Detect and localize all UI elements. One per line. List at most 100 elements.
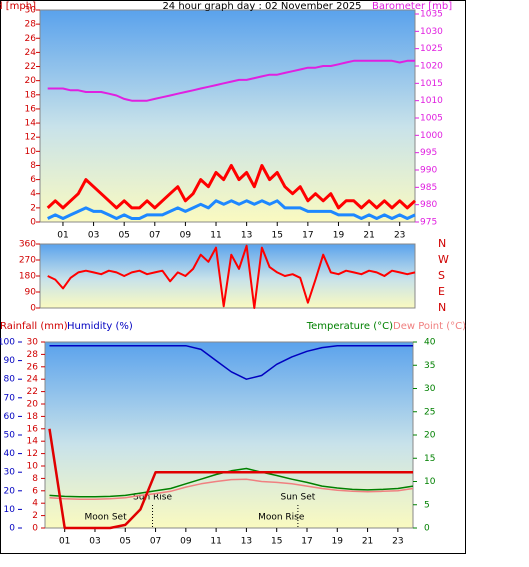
y-tick-label: 980: [420, 200, 437, 210]
y-tick-label: 1010: [420, 96, 443, 106]
y-tick-label: 90: [4, 356, 16, 366]
y-tick-label: 1020: [420, 62, 443, 72]
y-tick-label: 20: [4, 486, 16, 496]
x-tick-label: 07: [149, 231, 160, 241]
data-line: [49, 478, 414, 500]
y-tick-label: 28: [27, 350, 39, 360]
x-tick-label: 03: [88, 231, 99, 241]
y-tick-label: 80: [4, 375, 16, 385]
x-tick-label: 11: [210, 231, 221, 241]
y-tick-label: 30: [4, 468, 16, 478]
y-tick-label: 10: [424, 477, 436, 487]
y-tick-label: 40: [424, 338, 436, 348]
x-tick-label: 13: [241, 231, 252, 241]
annotation: Moon Set: [85, 513, 128, 523]
y-tick-label: 2: [32, 511, 38, 521]
x-tick-label: 21: [363, 231, 374, 241]
data-line: [46, 164, 417, 210]
y-tick-label: 50: [4, 431, 16, 441]
y-tick-label: 24: [27, 375, 39, 385]
axis-title: Rainfall (mm): [0, 321, 68, 332]
y-tick-label: 10: [25, 147, 37, 157]
y-tick-label: 60: [4, 412, 16, 422]
y-tick-label: 20: [424, 431, 436, 441]
y-tick-label: 990: [420, 166, 437, 176]
y-tick-label: 0: [30, 304, 36, 314]
data-line: [47, 244, 416, 309]
direction-label: W: [438, 253, 449, 266]
annotation: Sun Rise: [133, 493, 172, 503]
data-line: [49, 344, 413, 380]
y-tick-label: 5: [424, 500, 430, 510]
y-tick-label: 26: [27, 362, 39, 372]
y-tick-label: 20: [27, 400, 39, 410]
plot-area: [39, 9, 416, 223]
y-tick-label: 26: [25, 34, 37, 44]
y-tick-label: 4: [30, 189, 36, 199]
y-tick-label: 20: [25, 76, 37, 86]
x-tick-label: 23: [392, 537, 403, 547]
y-tick-label: 18: [25, 90, 37, 100]
y-tick-label: 0: [424, 524, 430, 534]
data-line: [47, 59, 415, 102]
y-tick-label: 6: [32, 486, 38, 496]
y-tick-label: 12: [27, 449, 38, 459]
y-tick-label: 975: [420, 218, 437, 228]
chart-title: 24 hour graph day : 02 November 2025: [162, 1, 361, 12]
y-tick-label: 10: [4, 505, 16, 515]
direction-label: S: [438, 269, 445, 282]
y-tick-label: 16: [27, 424, 39, 434]
direction-label: N: [438, 301, 446, 314]
y-tick-label: 30: [27, 338, 39, 348]
x-tick-label: 21: [362, 537, 373, 547]
y-tick-label: 360: [19, 240, 36, 250]
y-tick-label: 90: [25, 288, 37, 298]
x-tick-label: 05: [118, 231, 129, 241]
x-tick-label: 11: [210, 537, 221, 547]
y-tick-label: 18: [27, 412, 39, 422]
y-tick-label: 24: [25, 48, 37, 58]
y-tick-label: 22: [25, 62, 36, 72]
y-tick-label: 35: [424, 361, 435, 371]
y-tick-label: 30: [424, 384, 436, 394]
y-tick-label: 1035: [420, 10, 443, 20]
y-tick-label: 4: [32, 499, 38, 509]
y-tick-label: 270: [19, 256, 36, 266]
axis-title: Humidity (%): [67, 321, 133, 332]
y-tick-label: 0: [32, 524, 38, 534]
y-tick-label: 1005: [420, 114, 443, 124]
x-tick-label: 09: [180, 537, 192, 547]
data-line: [48, 428, 413, 530]
y-tick-label: 40: [4, 449, 16, 459]
y-tick-label: 22: [27, 387, 38, 397]
y-tick-label: 180: [19, 272, 36, 282]
y-tick-label: 8: [32, 474, 38, 484]
annotation: Moon Rise: [258, 513, 305, 523]
axis-title: Dew Point (°C): [393, 321, 466, 332]
y-tick-label: 30: [25, 6, 37, 16]
y-tick-label: 1015: [420, 79, 443, 89]
y-tick-label: 100: [0, 338, 15, 348]
y-tick-label: 16: [25, 104, 37, 114]
x-tick-label: 15: [272, 231, 283, 241]
y-tick-label: 15: [424, 454, 435, 464]
y-tick-label: 995: [420, 148, 437, 158]
y-tick-label: 14: [25, 119, 37, 129]
x-tick-label: 17: [301, 537, 312, 547]
x-tick-label: 19: [332, 537, 344, 547]
x-tick-label: 19: [333, 231, 345, 241]
y-tick-label: 70: [4, 393, 16, 403]
y-tick-label: 10: [27, 462, 39, 472]
x-tick-label: 09: [180, 231, 192, 241]
data-line: [47, 199, 416, 220]
x-tick-label: 23: [394, 231, 405, 241]
y-tick-label: 28: [25, 20, 37, 30]
y-tick-label: 8: [30, 161, 36, 171]
y-tick-label: 0: [30, 218, 36, 228]
x-tick-label: 03: [89, 537, 100, 547]
y-tick-label: 1025: [420, 44, 443, 54]
y-tick-label: 25: [424, 407, 435, 417]
data-line: [49, 467, 414, 498]
y-tick-label: 985: [420, 183, 437, 193]
